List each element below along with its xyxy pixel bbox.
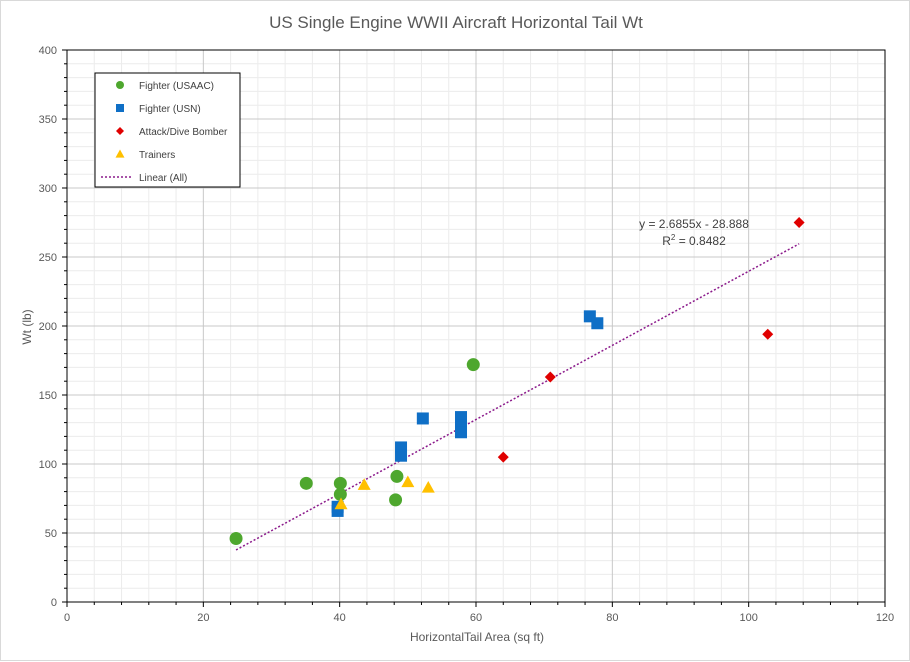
y-tick-label: 200 [39, 321, 57, 333]
data-point [401, 475, 415, 488]
data-point [466, 358, 480, 372]
data-point [421, 480, 435, 493]
legend-label: Fighter (USAAC) [139, 81, 214, 92]
legend-label: Trainers [139, 150, 175, 161]
x-tick-label: 60 [470, 612, 482, 624]
legend-label: Fighter (USN) [139, 104, 201, 115]
x-tick-label: 20 [197, 612, 209, 624]
trendline-linear-all [235, 243, 800, 551]
r2-value: = 0.8482 [675, 234, 726, 248]
r2-superscript: 2 [671, 233, 676, 242]
y-tick-label: 250 [39, 252, 57, 264]
data-point [793, 217, 805, 228]
data-point [762, 328, 774, 340]
data-point [334, 497, 348, 510]
axis-ticks: 0 20 40 60 80 100 120 0 50 100 150 200 250 300 350 400 [39, 45, 895, 624]
legend-label: Attack/Dive Bomber [139, 127, 228, 138]
trendline-r2: R2 = 0.8482 [662, 233, 726, 248]
data-point [390, 469, 404, 483]
x-tick-label: 0 [64, 612, 70, 624]
legend-marker [116, 104, 124, 112]
data-point [497, 451, 509, 463]
legend-marker [115, 149, 125, 158]
data-points [229, 217, 805, 546]
x-tick-label: 80 [606, 612, 618, 624]
y-tick-label: 350 [39, 114, 57, 126]
legend: Fighter (USAAC) Fighter (USN) Attack/Dive … [94, 72, 241, 188]
data-point [333, 476, 347, 490]
x-tick-label: 120 [876, 612, 894, 624]
series-trainers [334, 475, 435, 510]
y-tick-label: 400 [39, 45, 57, 57]
y-tick-label: 50 [45, 528, 57, 540]
legend-marker [116, 81, 124, 89]
x-tick-label: 40 [334, 612, 346, 624]
x-tick-label: 100 [739, 612, 757, 624]
data-point [591, 317, 604, 330]
data-point [389, 493, 403, 507]
data-point [416, 412, 429, 425]
data-point [357, 478, 371, 490]
y-tick-label: 300 [39, 183, 57, 195]
legend-label: Linear (All) [139, 173, 187, 184]
r2-prefix: R [662, 234, 671, 248]
x-axis-label: HorizontalTail Area (sq ft) [410, 630, 544, 644]
y-tick-label: 100 [39, 459, 57, 471]
data-point [395, 449, 408, 462]
series-attack-dive-bomber [497, 217, 805, 463]
data-point [544, 371, 556, 383]
y-tick-label: 150 [39, 390, 57, 402]
legend-marker [116, 127, 124, 135]
data-point [299, 476, 313, 490]
data-point [455, 426, 468, 439]
trendline-group [235, 243, 800, 551]
data-point [229, 532, 243, 546]
series-fighter-usaac [229, 358, 480, 546]
y-axis-label: Wt (lb) [20, 309, 34, 344]
data-point [333, 487, 347, 501]
chart-title: US Single Engine WWII Aircraft Horizonta… [269, 13, 643, 32]
trendline-equation: y = 2.6855x - 28.888 [639, 217, 749, 231]
grid-lines [66, 49, 886, 603]
y-tick-label: 0 [51, 597, 57, 609]
series-fighter-usn [331, 310, 604, 517]
